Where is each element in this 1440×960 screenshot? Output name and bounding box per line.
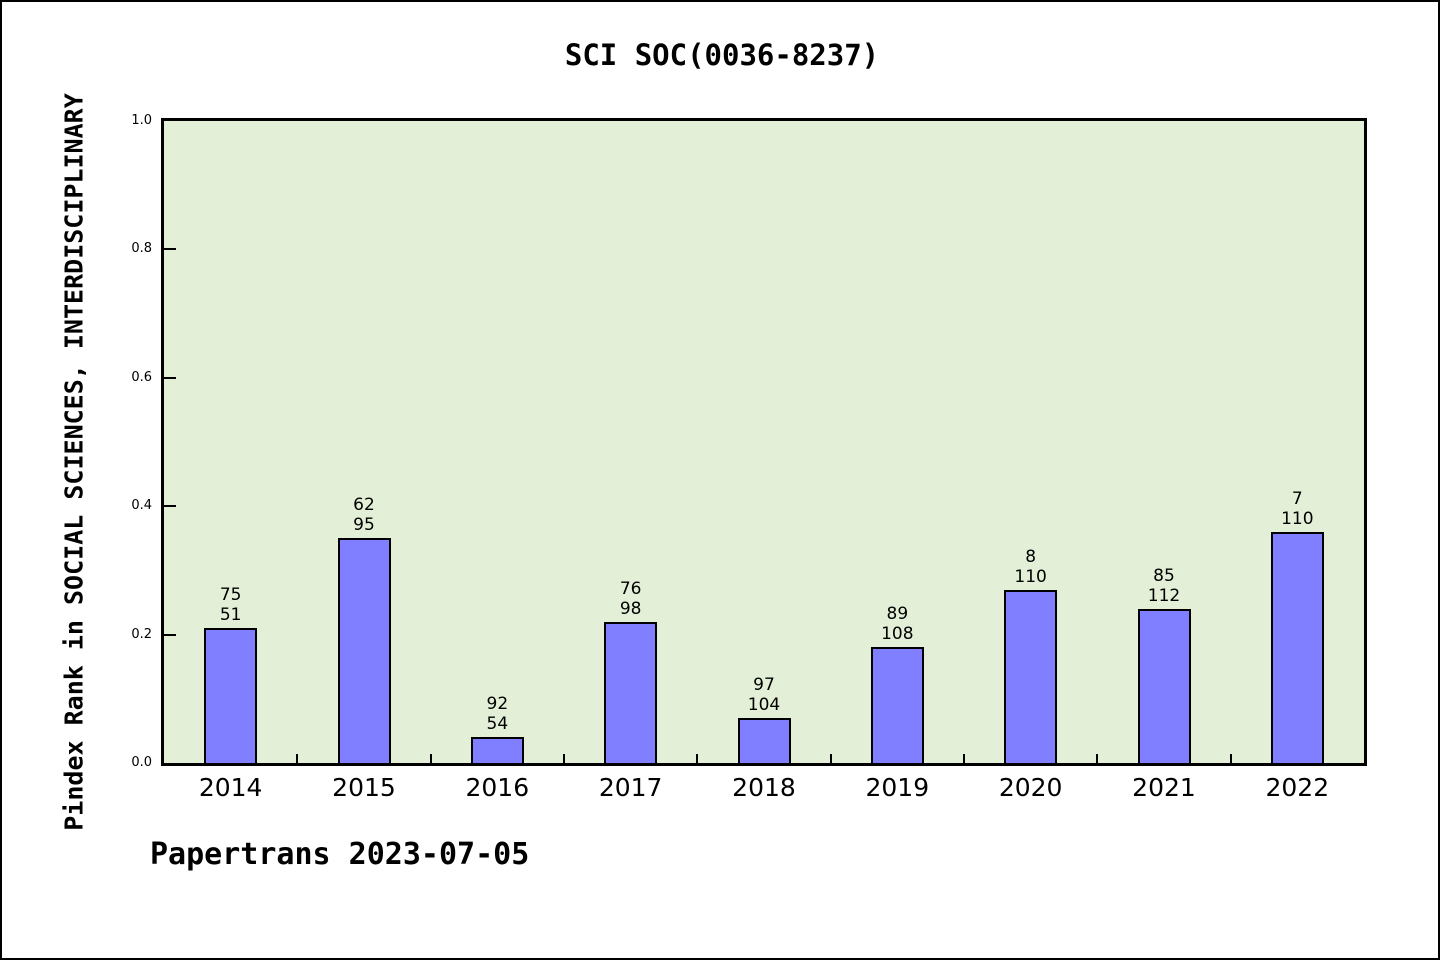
bar-value-line: 98 bbox=[619, 598, 642, 619]
y-tick-label: 0.6 bbox=[131, 369, 152, 385]
bar-value-label: 75 51 bbox=[186, 585, 276, 625]
x-tick-mark bbox=[1096, 754, 1099, 763]
bar-value-line: 92 bbox=[486, 694, 509, 715]
chart-title: SCI SOC(0036-8237) bbox=[564, 38, 880, 72]
bar bbox=[870, 647, 924, 763]
footer-text: Papertrans 2023-07-05 bbox=[150, 837, 530, 872]
bar-value-label: 76 98 bbox=[586, 579, 676, 619]
bar-value-line: 76 bbox=[619, 578, 642, 599]
bar-value-line: 89 bbox=[886, 604, 909, 625]
bar-value-label: 85 112 bbox=[1119, 566, 1209, 606]
bar-value-line: 112 bbox=[1147, 585, 1181, 606]
y-tick-label: 0.4 bbox=[131, 498, 152, 514]
y-tick-label: 0.8 bbox=[131, 241, 152, 257]
y-tick-mark bbox=[164, 248, 176, 251]
bar-value-line: 51 bbox=[219, 605, 242, 626]
bar bbox=[737, 718, 791, 763]
bar-value-line: 85 bbox=[1153, 565, 1175, 586]
bar bbox=[470, 737, 524, 763]
bar-value-line: 97 bbox=[753, 675, 775, 696]
bar-value-line: 95 bbox=[353, 515, 375, 536]
x-tick-label: 2022 bbox=[1265, 773, 1330, 802]
bar-value-line: 110 bbox=[1281, 508, 1314, 529]
bar bbox=[604, 621, 658, 763]
x-tick-mark bbox=[696, 754, 699, 763]
y-tick-label: 1.0 bbox=[131, 113, 152, 128]
bar-value-label: 89 108 bbox=[852, 604, 942, 644]
bar bbox=[337, 538, 391, 763]
x-tick-mark bbox=[1229, 754, 1232, 763]
x-tick-label: 2014 bbox=[198, 773, 263, 802]
bar-value-line: 62 bbox=[353, 495, 375, 516]
bar-value-line: 108 bbox=[881, 624, 914, 645]
bar-value-line: 104 bbox=[747, 695, 781, 716]
bar bbox=[1137, 608, 1191, 763]
bar-value-line: 8 bbox=[1025, 546, 1037, 567]
x-tick-label: 2019 bbox=[865, 773, 930, 802]
bar bbox=[1004, 589, 1058, 763]
bar-value-label: 92 54 bbox=[452, 694, 542, 734]
y-axis-label: Pindex Rank in SOCIAL SCIENCES, INTERDIS… bbox=[59, 93, 89, 831]
bar-value-label: 7 110 bbox=[1252, 489, 1342, 529]
x-tick-label: 2015 bbox=[332, 773, 396, 802]
x-tick-label: 2020 bbox=[998, 773, 1063, 802]
plot-inner: 0.0 0.2 0.4 0.6 0.8 1.0 75 51 2014 62 95 2015 92 54 20… bbox=[131, 113, 1364, 802]
bar-value-label: 62 95 bbox=[319, 495, 409, 535]
bar-value-line: 54 bbox=[486, 714, 509, 735]
y-tick-label: 0.0 bbox=[131, 755, 152, 770]
x-tick-mark bbox=[429, 754, 432, 763]
bar-value-label: 97 104 bbox=[719, 675, 809, 715]
x-tick-mark bbox=[296, 754, 299, 763]
x-tick-mark bbox=[829, 754, 832, 763]
y-tick-mark bbox=[164, 633, 176, 636]
y-tick-mark bbox=[164, 376, 176, 379]
y-tick-mark bbox=[164, 505, 176, 508]
x-tick-mark bbox=[963, 754, 965, 763]
x-tick-label: 2018 bbox=[732, 773, 796, 802]
bar-value-line: 110 bbox=[1014, 566, 1047, 587]
x-tick-mark bbox=[563, 754, 565, 763]
x-tick-label: 2017 bbox=[598, 773, 663, 802]
bar-value-line: 7 bbox=[1291, 488, 1303, 509]
bar bbox=[204, 628, 258, 763]
bar-value-line: 75 bbox=[219, 585, 242, 606]
x-tick-label: 2021 bbox=[1132, 773, 1196, 802]
bar-value-label: 8 110 bbox=[986, 547, 1076, 587]
y-tick-label: 0.2 bbox=[131, 626, 152, 642]
bar bbox=[1270, 531, 1324, 763]
x-tick-label: 2016 bbox=[465, 773, 530, 802]
plot-area: 0.0 0.2 0.4 0.6 0.8 1.0 75 51 2014 62 95 2015 92 54 20… bbox=[131, 113, 1367, 802]
